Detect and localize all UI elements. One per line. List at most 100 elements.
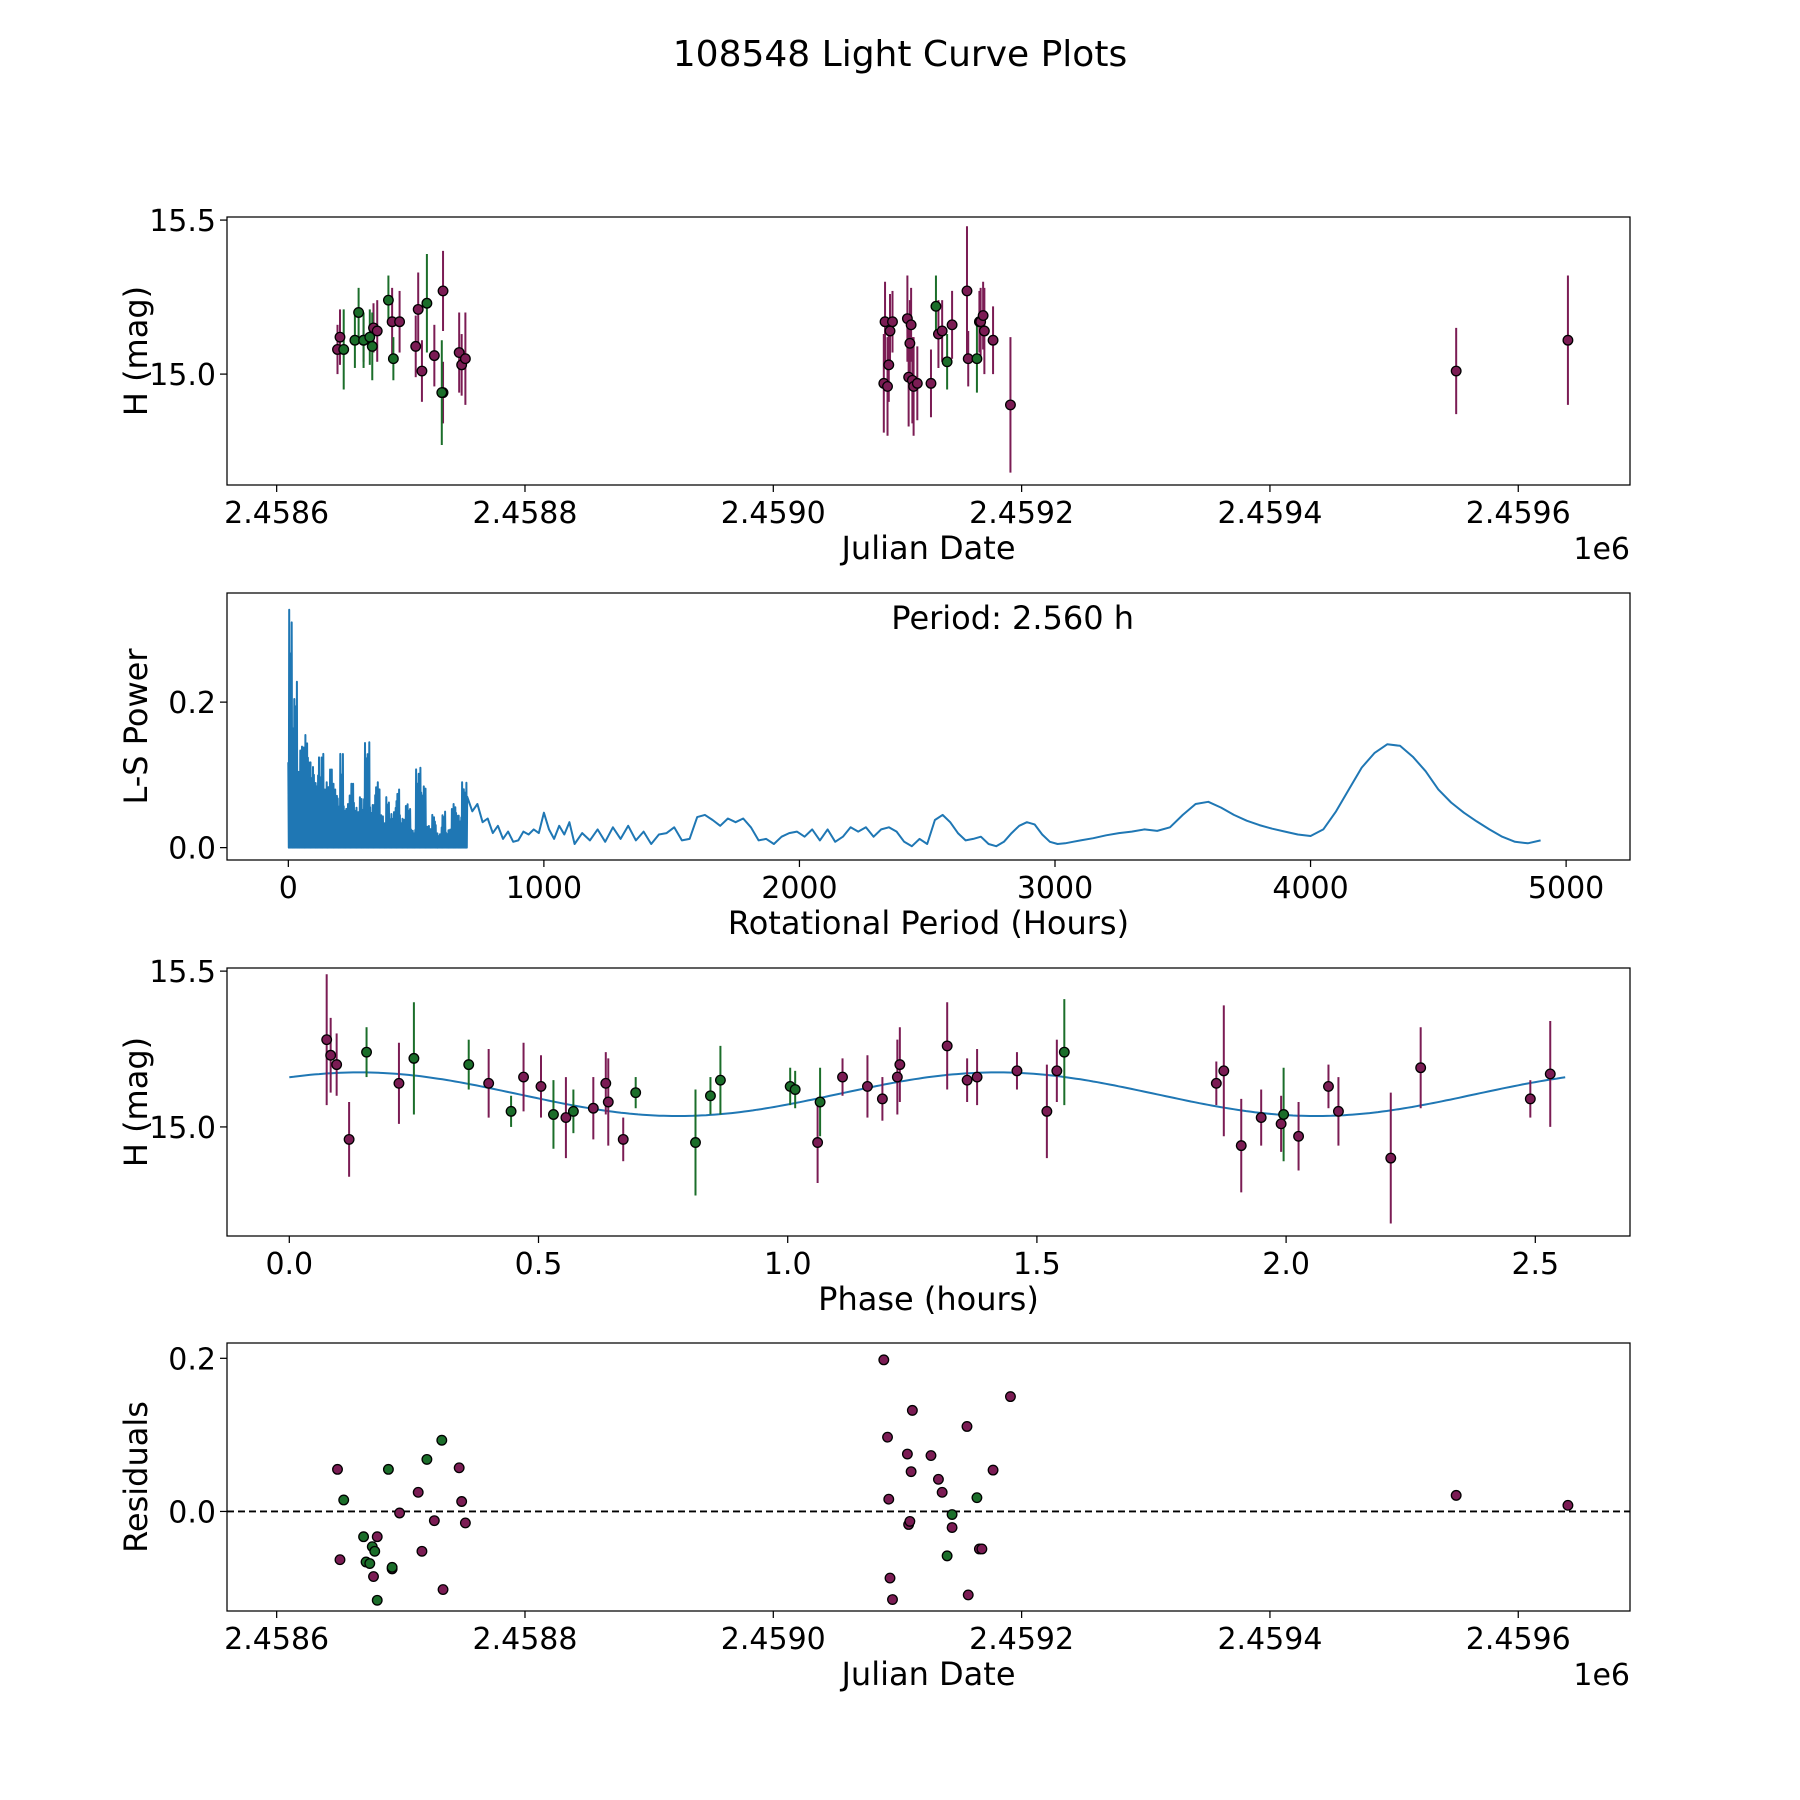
green-data-point (364, 331, 376, 343)
purple-data-point (861, 1080, 873, 1092)
green-data-point (338, 344, 350, 355)
purple-data-point (1051, 1065, 1063, 1077)
purple-residual-point (946, 1522, 958, 1533)
purple-data-point (617, 1133, 629, 1145)
green-data-point (814, 1096, 826, 1108)
purple-residual-point (453, 1462, 465, 1474)
purple-data-point (1235, 1140, 1247, 1152)
green-data-point (1278, 1109, 1290, 1120)
x-tick-label: 1.5 (1013, 1247, 1061, 1282)
periodogram-line (287, 608, 1541, 849)
purple-data-point (321, 1034, 333, 1046)
y-axis-label: H (mag) (117, 286, 155, 416)
x-tick-label: 2.4588 (472, 496, 577, 531)
periodogram-layer (287, 608, 1541, 849)
purple-residual-point (1562, 1499, 1574, 1511)
purple-data-point (941, 1040, 953, 1052)
axes-frame (226, 592, 1631, 861)
green-residual-point (364, 1558, 376, 1569)
purple-data-point (393, 1077, 405, 1089)
purple-data-point (1332, 1105, 1344, 1117)
x-tick-label: 2.0 (1262, 1247, 1310, 1282)
purple-data-point (1275, 1118, 1287, 1130)
green-data-point (353, 307, 365, 318)
green-data-point (941, 356, 953, 368)
purple-data-point (325, 1049, 337, 1061)
x-tick-label: 2.4590 (721, 1622, 826, 1657)
green-data-point (714, 1074, 726, 1086)
purple-residual-point (412, 1486, 424, 1498)
purple-data-point (837, 1071, 848, 1083)
green-data-point (361, 1046, 373, 1058)
purple-residual-point (1004, 1391, 1016, 1403)
purple-residual-point (332, 1463, 343, 1475)
purple-residual-point (884, 1572, 896, 1584)
purple-data-point (1450, 365, 1462, 377)
y-tick-label: 0.2 (168, 1342, 216, 1377)
purple-data-point (394, 316, 406, 328)
x-tick-label: 0 (279, 871, 298, 906)
purple-data-point (535, 1080, 547, 1092)
green-residual-point (382, 1463, 394, 1475)
purple-residual-point (368, 1571, 379, 1582)
periodogram-panel: 0 1000 2000 3000 4000 5000 0.0 0.2 Rotational Pe… (117, 592, 1631, 942)
purple-data-point (1562, 334, 1574, 346)
purple-data-point (946, 319, 958, 331)
green-data-point (630, 1087, 642, 1099)
x-offset-label: 1e6 (1573, 1658, 1630, 1693)
purple-residual-point (371, 1531, 383, 1543)
purple-residual-point (394, 1507, 406, 1519)
green-data-point (421, 297, 433, 309)
green-residual-point (941, 1550, 953, 1562)
green-data-point (408, 1052, 420, 1064)
green-data-point (366, 340, 378, 352)
purple-residual-point (882, 1431, 893, 1443)
purple-data-point (1544, 1068, 1556, 1080)
lightcurve-panel: 2.4586 2.4588 2.4590 2.4592 2.4594 2.4596 15.0… (117, 204, 1631, 567)
green-data-point (690, 1137, 701, 1148)
purple-data-point (925, 377, 937, 389)
purple-residual-point (1450, 1489, 1462, 1501)
fit-layer (289, 1071, 1566, 1117)
purple-data-point (410, 340, 422, 352)
purple-residual-point (878, 1354, 890, 1366)
purple-data-point (1004, 399, 1016, 411)
y-tick-label: 15.5 (149, 204, 216, 239)
purple-residual-point (925, 1450, 937, 1462)
x-tick-label: 0.0 (265, 1247, 313, 1282)
purple-data-point (412, 303, 424, 315)
green-data-point (789, 1084, 801, 1095)
purple-data-point (602, 1096, 614, 1108)
x-offset-label: 1e6 (1573, 532, 1630, 567)
purple-residual-point (987, 1464, 999, 1476)
green-residual-point (946, 1509, 958, 1520)
purple-data-point (905, 319, 917, 331)
purple-data-point (961, 285, 973, 297)
y-axis-label: Residuals (117, 1401, 155, 1553)
y-tick-label: 15.5 (149, 955, 216, 990)
residuals-panel: 2.4586 2.4588 2.4590 2.4592 2.4594 2.4596 0.0 0… (117, 1342, 1631, 1693)
x-tick-label: 2.4590 (721, 496, 826, 531)
green-data-point (463, 1059, 475, 1071)
purple-data-point (483, 1077, 495, 1089)
purple-residual-point (962, 1589, 974, 1601)
purple-data-point (343, 1133, 355, 1145)
green-data-point (548, 1109, 559, 1120)
green-residual-point (421, 1453, 433, 1465)
x-tick-label: 2.4588 (472, 1622, 577, 1657)
green-residual-point (358, 1531, 370, 1543)
purple-data-point (987, 334, 999, 346)
x-tick-label: 2.4594 (1217, 1622, 1322, 1657)
x-tick-label: 2000 (761, 871, 837, 906)
purple-data-point (936, 325, 948, 337)
x-tick-label: 2.4586 (224, 496, 329, 531)
purple-residual-point (437, 1584, 449, 1596)
green-residual-point (369, 1545, 381, 1557)
x-tick-label: 2.4592 (969, 1622, 1074, 1657)
purple-data-point (961, 1074, 973, 1086)
green-residual-point (386, 1561, 398, 1573)
purple-data-point (894, 1059, 906, 1071)
purple-residual-point (936, 1486, 948, 1498)
